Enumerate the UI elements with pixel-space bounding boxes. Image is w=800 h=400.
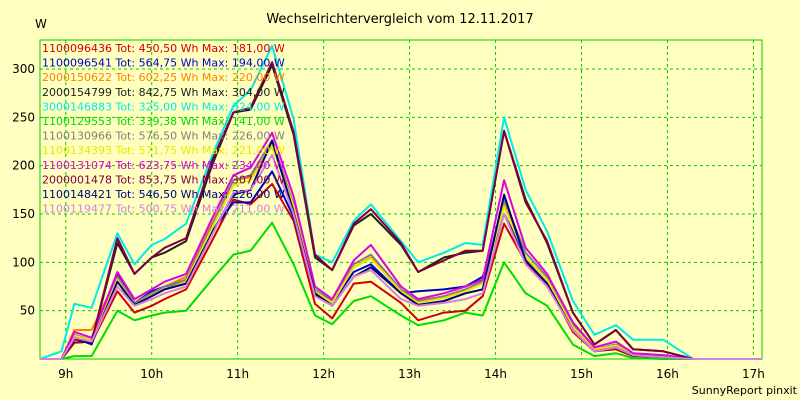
x-tick-label: 10h (140, 367, 163, 381)
legend: 1100096436 Tot: 450,50 Wh Max: 181,00 W 1… (42, 42, 285, 216)
grid (40, 40, 762, 359)
legend-entry-2000001478: 2000001478 Tot: 853,75 Wh Max: 307,00 W (42, 173, 285, 186)
x-tick-label: 16h (656, 367, 679, 381)
series-line-2000001478 (40, 61, 762, 360)
y-tick-label: 100 (12, 255, 35, 269)
legend-entry-1100096436: 1100096436 Tot: 450,50 Wh Max: 181,00 W (42, 42, 285, 55)
series-line-1100129553 (40, 221, 762, 360)
legend-entry-1100131074: 1100131074 Tot: 623,75 Wh Max: 234,00 W (42, 159, 285, 172)
series-line-1100131074 (40, 131, 762, 360)
legend-entry-1100130966: 1100130966 Tot: 576,50 Wh Max: 226,00 W (42, 130, 285, 143)
x-tick-label: 13h (398, 367, 421, 381)
y-tick-label: 150 (12, 207, 35, 221)
x-tick-label: 15h (570, 367, 593, 381)
legend-entry-3000146883: 3000146883 Tot: 325,00 Wh Max: 324,00 W (42, 100, 285, 113)
x-tick-label: 9h (58, 367, 73, 381)
plot-border (39, 39, 763, 360)
series-line-3000146883 (39, 44, 762, 360)
y-axis-unit-label: W (35, 17, 47, 31)
x-tick-label: 17h (742, 367, 765, 381)
legend-entry-1100148421: 1100148421 Tot: 546,50 Wh Max: 226,00 W (42, 188, 285, 201)
y-tick-label: 200 (12, 159, 35, 173)
axes: 50 100 150 200 250 300 9h 10h 11h 12h 13h 14h 15h 16h… (12, 62, 765, 381)
series-lines (39, 44, 762, 360)
x-tick-label: 11h (226, 367, 249, 381)
legend-entry-2000154799: 2000154799 Tot: 842,75 Wh Max: 304,00 W (42, 86, 285, 99)
legend-entry-1100129553: 1100129553 Tot: 339,38 Wh Max: 141,00 W (42, 115, 285, 128)
legend-entry-1100119477: 1100119477 Tot: 500,75 Wh Max: 211,00 W (42, 203, 285, 216)
plot-frame (39, 39, 763, 360)
chart-title: Wechselrichtervergleich vom 12.11.2017 (266, 12, 533, 27)
y-tick-label: 50 (20, 304, 35, 318)
x-tick-label: 14h (484, 367, 507, 381)
credit-text: SunnyReport pinxit (692, 384, 798, 397)
x-tick-label: 12h (312, 367, 335, 381)
series-line-1100119477 (40, 154, 762, 360)
legend-entry-1100134393: 1100134393 Tot: 571,75 Wh Max: 221,00 W (42, 144, 285, 157)
y-tick-label: 300 (12, 62, 35, 76)
legend-entry-2000150622: 2000150622 Tot: 602,25 Wh Max: 220,00 W (42, 71, 285, 84)
y-tick-label: 250 (12, 110, 35, 124)
legend-entry-1100096541: 1100096541 Tot: 564,75 Wh Max: 194,00 W (42, 57, 285, 70)
